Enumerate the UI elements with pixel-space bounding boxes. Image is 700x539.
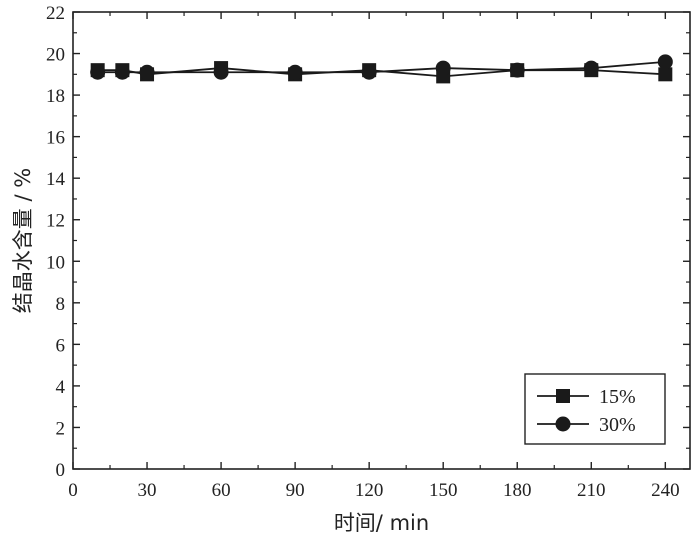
y-tick-label: 12 xyxy=(46,211,65,232)
ticks: 0 30 60 90 120 150 180 210 240 0 2 4 6 8 10 12 14 16 18 20 2… xyxy=(46,3,690,501)
circle-marker xyxy=(139,64,155,80)
circle-marker xyxy=(90,64,106,80)
circle-marker xyxy=(583,60,599,76)
series xyxy=(90,54,673,84)
x-axis-title: 时间/ min xyxy=(334,511,429,535)
y-tick-label: 14 xyxy=(46,169,66,190)
y-tick-label: 16 xyxy=(46,128,65,149)
circle-marker xyxy=(361,64,377,80)
legend-circle-marker xyxy=(555,416,571,432)
y-axis-title: 结晶水含量 / % xyxy=(11,168,35,313)
circle-marker xyxy=(435,60,451,76)
legend-label: 15% xyxy=(599,386,636,408)
legend: 15%30% xyxy=(524,373,666,445)
x-tick-label: 210 xyxy=(577,480,606,501)
legend-label: 30% xyxy=(599,414,636,436)
circle-marker xyxy=(287,64,303,80)
y-tick-label: 10 xyxy=(46,252,65,273)
x-tick-label: 60 xyxy=(212,480,231,501)
y-tick-label: 22 xyxy=(46,3,65,24)
square-marker xyxy=(658,67,673,82)
y-tick-label: 4 xyxy=(56,377,66,398)
x-tick-label: 0 xyxy=(68,480,78,501)
circle-marker xyxy=(509,62,525,78)
x-tick-label: 150 xyxy=(429,480,458,501)
circle-marker xyxy=(114,64,130,80)
y-tick-label: 18 xyxy=(46,86,65,107)
x-tick-label: 180 xyxy=(503,480,532,501)
y-tick-label: 8 xyxy=(56,294,66,315)
y-tick-label: 6 xyxy=(56,335,66,356)
circle-marker xyxy=(213,64,229,80)
series-2 xyxy=(90,54,673,80)
x-tick-label: 120 xyxy=(355,480,384,501)
series-line xyxy=(97,60,666,74)
y-tick-label: 20 xyxy=(46,45,65,66)
legend-box xyxy=(524,373,666,445)
x-tick-label: 30 xyxy=(138,480,157,501)
legend-square-marker xyxy=(556,389,570,403)
y-tick-label: 0 xyxy=(56,460,66,481)
x-tick-label: 240 xyxy=(651,480,680,501)
circle-marker xyxy=(657,54,673,70)
x-tick-label: 90 xyxy=(286,480,305,501)
y-tick-label: 2 xyxy=(56,418,66,439)
